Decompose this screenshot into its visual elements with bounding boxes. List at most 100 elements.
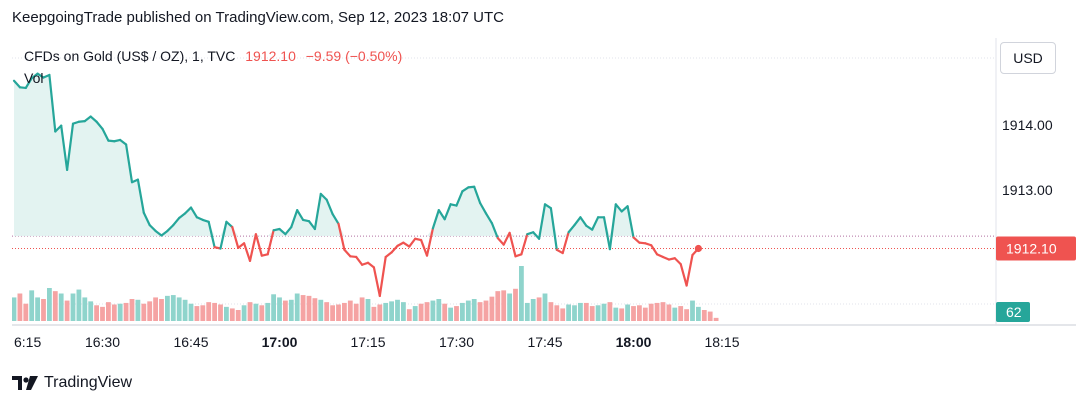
price-line-segment: [278, 227, 287, 236]
volume-bar: [642, 307, 648, 321]
price-line-segment: [490, 222, 499, 240]
price-line-segment: [119, 138, 128, 146]
price-line-segment: [402, 241, 411, 248]
price-line-segment: [166, 224, 175, 233]
volume-bar: [330, 305, 335, 321]
volume-bar: [224, 306, 229, 321]
price-line-segment: [48, 73, 57, 133]
price-line-segment: [437, 209, 446, 221]
price-line-segment: [54, 124, 63, 133]
price-line-segment: [602, 216, 612, 251]
volume-bar: [165, 295, 170, 321]
price-line-segment: [343, 248, 352, 258]
price-line-segment: [484, 212, 493, 225]
volume-bar: [678, 306, 684, 321]
price-line-segment: [325, 198, 334, 216]
price-line-segment: [83, 115, 92, 123]
volume-bar: [383, 302, 389, 321]
price-tick-label: 1914.00: [1002, 117, 1053, 133]
volume-bar: [412, 306, 418, 321]
volume-bar: [401, 302, 406, 321]
volume-bar: [218, 304, 223, 321]
volume-bar: [159, 299, 164, 321]
volume-bar: [542, 293, 548, 321]
volume-bar: [696, 306, 701, 321]
price-line-segment: [142, 211, 151, 227]
price-line-segment: [12, 79, 22, 89]
tradingview-logo[interactable]: TradingView: [12, 374, 132, 392]
volume-bar: [666, 304, 672, 321]
price-line-segment: [337, 222, 346, 251]
volume-bar: [52, 291, 58, 321]
symbol-name: CFDs on Gold (US$ / OZ), 1, TVC: [24, 48, 236, 64]
volume-bar: [589, 306, 595, 321]
volume-bar: [347, 300, 353, 321]
price-line-segment: [254, 233, 263, 257]
volume-bar: [436, 299, 442, 321]
volume-bar: [29, 290, 35, 321]
volume-bar: [277, 297, 282, 321]
price-line-segment: [502, 231, 511, 246]
volume-bar: [253, 303, 259, 321]
volume-bar: [454, 306, 459, 321]
price-line-segment: [378, 255, 387, 298]
price-line-segment: [65, 122, 75, 171]
volume-bar: [524, 302, 530, 321]
price-line-segment: [384, 251, 393, 259]
volume-bar: [324, 302, 330, 321]
volume-bar: [654, 302, 660, 321]
currency-button[interactable]: USD: [1000, 42, 1056, 74]
volume-bar: [507, 293, 512, 321]
price-line-segment: [461, 186, 470, 193]
volume-bar: [82, 297, 88, 321]
volume-bar: [418, 303, 424, 321]
price-line-segment: [231, 225, 240, 249]
volume-bar: [365, 299, 371, 321]
volume-bar: [406, 309, 412, 321]
volume-bar: [64, 300, 70, 321]
price-line-segment: [355, 255, 364, 266]
volume-bar: [306, 295, 312, 321]
legend-change: −9.59 (−0.50%): [305, 48, 403, 64]
volume-bar: [265, 302, 271, 321]
price-line-segment: [608, 203, 617, 251]
volume-bar: [241, 305, 247, 321]
volume-bar: [58, 293, 64, 321]
volume-bar: [595, 305, 601, 321]
volume-bar: [318, 299, 324, 321]
symbol-legend[interactable]: CFDs on Gold (US$ / OZ), 1, TVC 1912.10 …: [24, 48, 402, 64]
volume-bar: [12, 297, 17, 321]
price-line-segment: [496, 237, 505, 246]
price-line-segment: [543, 203, 553, 210]
price-chart[interactable]: 1914.00 1913.00 1912.10 62 6:15 16:30 16:45 17:…: [12, 38, 1076, 356]
price-line-segment: [443, 203, 452, 221]
price-line-segment: [632, 236, 641, 244]
volume-bar: [229, 308, 235, 321]
volume-bar: [283, 300, 288, 321]
price-line-segment: [585, 224, 594, 231]
price-line-segment: [408, 237, 417, 248]
volume-bar: [536, 297, 542, 321]
time-tick-label: 18:15: [704, 334, 739, 350]
price-line-segment: [425, 227, 434, 257]
price-line-segment: [532, 231, 541, 240]
volume-bar: [690, 300, 695, 321]
price-line-segment: [366, 261, 375, 269]
price-line-segment: [207, 220, 216, 249]
volume-bar: [106, 302, 111, 321]
price-line-segment: [520, 233, 529, 256]
volume-bar: [300, 295, 306, 321]
price-line-segment: [89, 115, 98, 123]
price-line-segment: [396, 241, 405, 247]
volume-bar: [648, 303, 654, 321]
price-line-segment: [372, 266, 381, 298]
volume-bar: [430, 300, 436, 321]
volume-bar: [117, 303, 123, 321]
volume-bar: [76, 289, 82, 321]
time-tick-label: 6:15: [14, 334, 41, 350]
price-tick-label: 1913.00: [1002, 182, 1053, 198]
volume-badge: [996, 302, 1030, 322]
price-line-segment: [620, 205, 629, 213]
volume-bar: [188, 303, 194, 321]
volume-legend-label[interactable]: Vol: [24, 70, 44, 86]
